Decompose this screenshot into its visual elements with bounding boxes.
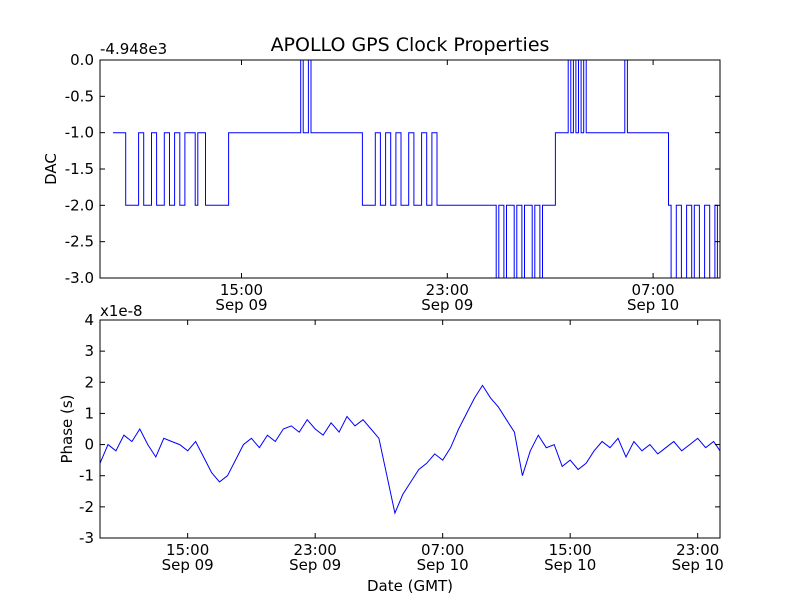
phase-ytick-label: 1 xyxy=(84,404,94,422)
phase-ytick-label: 3 xyxy=(84,342,94,360)
dac-ytick-label: -1.0 xyxy=(65,124,94,142)
phase-y-ticks: 4 3 2 1 0 -1 -2 -3 xyxy=(79,311,720,547)
phase-series xyxy=(99,384,721,515)
phase-axes-frame xyxy=(99,319,721,539)
phase-xtick-time: 23:00 xyxy=(676,541,719,559)
dac-offset-label: -4.948e3 xyxy=(100,40,167,58)
phase-xtick-date: Sep 10 xyxy=(544,556,596,574)
phase-ytick-label: 2 xyxy=(84,373,94,391)
phase-xtick-date: Sep 09 xyxy=(162,556,214,574)
panel-dac: -4.948e3 0.0 -0.5 -1.0 -1.5 -2.0 -2.5 -3.0 15:… xyxy=(42,40,721,314)
dac-ytick-label: -3.0 xyxy=(65,269,94,287)
dac-xtick-time: 23:00 xyxy=(426,281,469,299)
dac-y-ticks: 0.0 -0.5 -1.0 -1.5 -2.0 -2.5 -3.0 xyxy=(65,51,720,287)
phase-xtick-time: 15:00 xyxy=(549,541,592,559)
phase-xtick-time: 23:00 xyxy=(294,541,337,559)
dac-ytick-label: -2.0 xyxy=(65,196,94,214)
dac-xtick-time: 07:00 xyxy=(631,281,674,299)
phase-xtick-date: Sep 10 xyxy=(417,556,469,574)
dac-xtick-date: Sep 10 xyxy=(627,296,679,314)
dac-y-axis-label: DAC xyxy=(42,153,60,185)
phase-y-axis-label: Phase (s) xyxy=(58,394,76,463)
dac-xtick-time: 15:00 xyxy=(220,281,263,299)
phase-ytick-label: 0 xyxy=(84,436,94,454)
dac-xtick-date: Sep 09 xyxy=(215,296,267,314)
phase-ytick-label: -1 xyxy=(79,467,94,485)
phase-xtick-time: 07:00 xyxy=(421,541,464,559)
dac-ytick-label: -2.5 xyxy=(65,233,94,251)
dac-ytick-label: 0.0 xyxy=(70,51,94,69)
dac-axes-frame xyxy=(99,59,721,279)
phase-ytick-label: -2 xyxy=(79,498,94,516)
dac-ytick-label: -1.5 xyxy=(65,160,94,178)
phase-ytick-label: -3 xyxy=(79,529,94,547)
x-axis-label: Date (GMT) xyxy=(367,577,453,595)
phase-xtick-date: Sep 09 xyxy=(289,556,341,574)
phase-series-line-0 xyxy=(99,384,721,515)
dac-xtick-date: Sep 09 xyxy=(421,296,473,314)
dac-ytick-label: -0.5 xyxy=(65,87,94,105)
phase-xtick-time: 15:00 xyxy=(166,541,209,559)
phase-ytick-label: 4 xyxy=(84,311,94,329)
phase-xtick-date: Sep 10 xyxy=(672,556,724,574)
phase-offset-label: x1e-8 xyxy=(100,302,143,320)
figure-title: APOLLO GPS Clock Properties xyxy=(271,34,550,56)
